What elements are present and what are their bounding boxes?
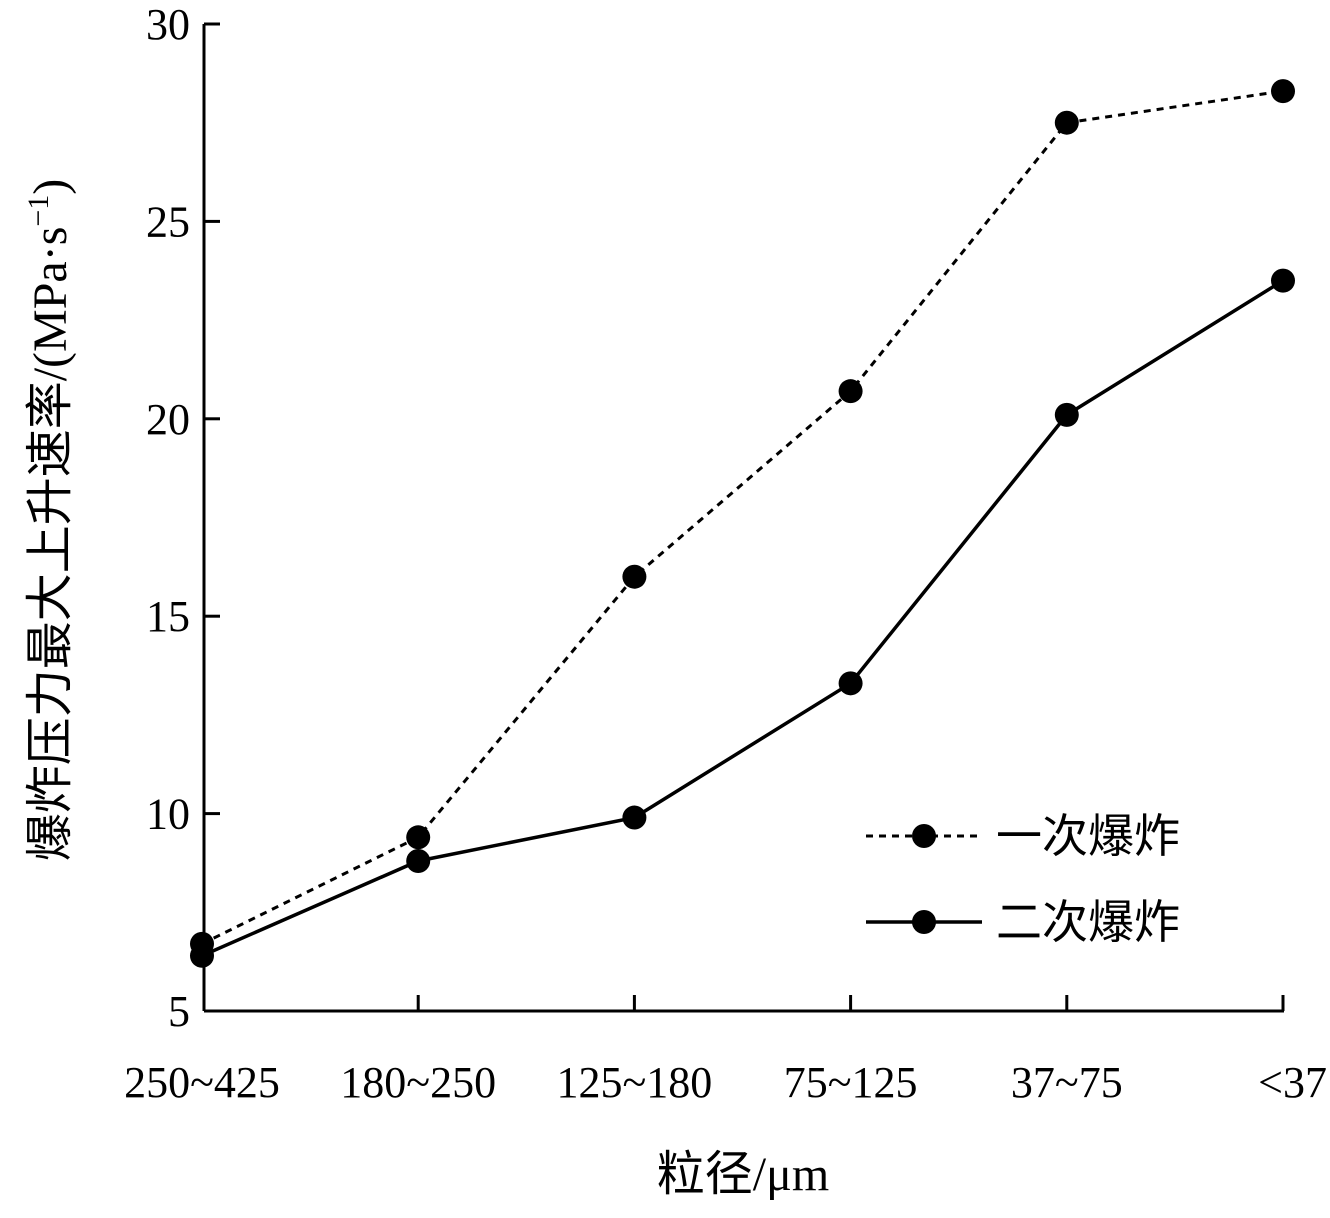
series-lines <box>201 89 1284 958</box>
series-2-point-4 <box>1054 402 1079 427</box>
y-tick-label-3: 20 <box>146 395 190 444</box>
y-tick-label-5: 30 <box>146 0 190 49</box>
series-1-point-1 <box>406 825 431 850</box>
series-2-point-1 <box>406 848 431 873</box>
axes <box>202 24 1284 1013</box>
x-tick-label-4: 37~75 <box>1011 1058 1123 1107</box>
x-tick-label-3: 75~125 <box>784 1058 918 1107</box>
series-2-point-3 <box>838 671 863 696</box>
y-tick-label-0: 5 <box>168 987 190 1036</box>
series-1-point-5 <box>1271 79 1295 104</box>
y-tick-label-2: 15 <box>146 592 190 641</box>
x-tick-label-1: 180~250 <box>340 1058 496 1107</box>
series-2-point-0 <box>190 943 214 968</box>
x-tick-label-0: 250~425 <box>124 1058 280 1107</box>
x-tick-label-5: <37 <box>1258 1058 1327 1107</box>
y-axis-title: 爆炸压力最大上升速率/(MPa·s−1) <box>22 179 77 862</box>
x-tick-label-2: 125~180 <box>556 1058 712 1107</box>
legend-marker-2 <box>912 910 936 934</box>
series-points <box>190 79 1295 968</box>
series-line-2 <box>201 279 1284 958</box>
y-axis-title-main: 爆炸压力最大上升速率/(MPa·s <box>24 227 77 862</box>
legend-marker-1 <box>912 824 936 848</box>
series-line-1 <box>201 89 1284 946</box>
x-axis-title: 粒径/μm <box>657 1148 829 1201</box>
legend-label-1: 一次爆炸 <box>996 811 1180 862</box>
legend-label-2: 二次爆炸 <box>996 897 1180 948</box>
y-tick-label-4: 25 <box>146 197 190 246</box>
ticks: 5 10 15 20 25 30 250~425 180~250 125~180 75~125 37… <box>124 0 1327 1107</box>
series-1-point-4 <box>1054 110 1079 135</box>
series-2-point-5 <box>1271 268 1295 293</box>
series-2-point-2 <box>622 805 647 830</box>
series-1-point-3 <box>838 379 863 404</box>
y-tick-label-1: 10 <box>146 790 190 839</box>
y-axis-title-sup: −1 <box>22 195 55 227</box>
y-axis-title-close: ) <box>24 179 77 195</box>
series-1-point-2 <box>622 564 647 589</box>
